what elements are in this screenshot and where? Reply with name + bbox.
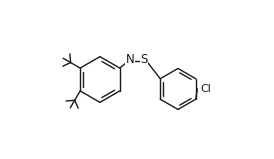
Text: N: N bbox=[125, 53, 134, 66]
Text: S: S bbox=[140, 53, 148, 66]
Text: Cl: Cl bbox=[200, 84, 211, 94]
